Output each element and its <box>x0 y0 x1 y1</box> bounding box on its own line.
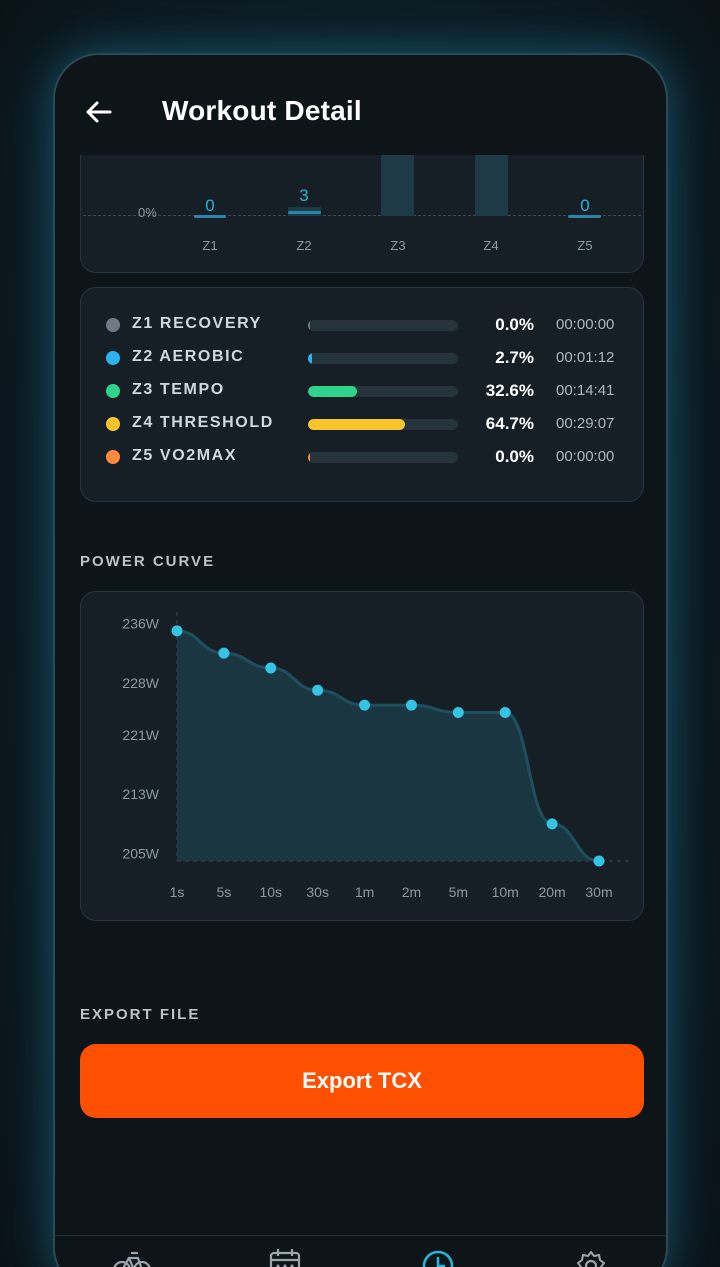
zone-time: 00:00:00 <box>556 316 615 333</box>
power-point-2m <box>405 699 417 711</box>
zone-tick-z2: Z2 <box>296 238 312 253</box>
zone-row-z3: Z3 TEMPO 32.6% 00:14:41 <box>81 376 643 406</box>
export-tcx-button[interactable]: Export TCX <box>80 1044 644 1118</box>
power-point-10m <box>499 707 511 719</box>
zone-percent: 64.7% <box>485 414 534 433</box>
zone-name: Z4 THRESHOLD <box>132 414 274 431</box>
zone-row-z1: Z1 RECOVERY 0.0% 00:00:00 <box>81 310 643 340</box>
zone-tick-z3: Z3 <box>390 238 406 253</box>
back-arrow-icon[interactable] <box>81 95 115 129</box>
zone-dot <box>106 351 120 365</box>
zone-name: Z3 TEMPO <box>132 381 225 398</box>
zone-bar-z5 <box>568 215 601 218</box>
zone-progress-fill <box>308 320 310 331</box>
zone-dot <box>106 417 120 431</box>
zone-progress-track <box>308 386 458 397</box>
power-curve-line <box>176 629 600 863</box>
power-curve-svg: 236W 228W 221W 213W 205W 1s 5s 10s 30s 1m 2m 5m 10m 2… <box>122 612 629 900</box>
gear-icon[interactable] <box>571 1244 611 1267</box>
y-tick-label: 213W <box>122 786 159 802</box>
bottom-nav <box>55 1235 666 1267</box>
power-point-1s <box>171 625 183 637</box>
zone-bar-value-z1: 0 <box>205 196 215 215</box>
zone-name: Z2 AEROBIC <box>132 348 245 365</box>
zone-progress-fill <box>308 353 313 364</box>
page-title: Workout Detail <box>162 95 362 126</box>
x-tick-label: 2m <box>402 884 421 900</box>
x-tick-label: 10s <box>259 884 282 900</box>
zone-percent: 32.6% <box>485 381 534 400</box>
zone-tick-z1: Z1 <box>202 238 218 253</box>
zone-percent: 0.0% <box>495 447 534 466</box>
zone-time: 00:29:07 <box>556 415 615 432</box>
x-tick-label: 1s <box>170 884 185 900</box>
zone-tick-z4: Z4 <box>483 238 499 253</box>
y-tick-label: 205W <box>122 846 159 862</box>
power-curve-label: POWER CURVE <box>80 553 216 570</box>
zone-progress-track <box>308 419 458 430</box>
x-tick-label: 5m <box>449 884 468 900</box>
zone-dot <box>106 450 120 464</box>
zone-name: Z1 RECOVERY <box>132 315 262 332</box>
power-point-30s <box>312 684 324 696</box>
power-point-10s <box>265 662 277 674</box>
zone-dot <box>106 318 120 332</box>
y-tick-label: 228W <box>122 675 159 691</box>
power-point-30m <box>593 855 605 867</box>
zero-percent-label: 0% <box>138 205 157 220</box>
zone-bar-value-z5: 0 <box>580 196 590 215</box>
power-point-20m <box>546 818 558 830</box>
x-tick-label: 5s <box>216 884 231 900</box>
power-point-1m <box>359 699 371 711</box>
zone-percent: 2.7% <box>495 348 534 367</box>
zone-progress-track <box>308 353 458 364</box>
y-tick-label: 221W <box>122 727 159 743</box>
app-header: Workout Detail <box>55 55 666 155</box>
zone-progress-fill <box>308 452 310 463</box>
zone-time: 00:00:00 <box>556 448 615 465</box>
x-tick-label: 20m <box>538 884 565 900</box>
zone-dot <box>106 384 120 398</box>
bike-icon[interactable] <box>112 1244 152 1267</box>
calendar-icon[interactable] <box>265 1244 305 1267</box>
zone-progress-track <box>308 452 458 463</box>
zone-progress-track <box>308 320 458 331</box>
zero-baseline <box>83 215 641 216</box>
x-tick-label: 10m <box>492 884 519 900</box>
zone-progress-fill <box>308 386 357 397</box>
zone-bar-value-z2: 3 <box>299 186 309 205</box>
zone-time: 00:01:12 <box>556 349 615 366</box>
x-tick-label: 30m <box>585 884 612 900</box>
x-tick-label: 30s <box>306 884 329 900</box>
power-point-5m <box>452 707 464 719</box>
x-tick-label: 1m <box>355 884 374 900</box>
power-curve-chart: 236W 228W 221W 213W 205W 1s 5s 10s 30s 1m 2m 5m 10m 2… <box>80 591 644 921</box>
power-point-5s <box>218 647 230 659</box>
power-curve-area <box>177 630 599 861</box>
export-file-label: EXPORT FILE <box>80 1006 201 1023</box>
zone-percent: 0.0% <box>495 315 534 334</box>
zone-bar-z2-top <box>288 211 321 214</box>
zone-row-z4: Z4 THRESHOLD 64.7% 00:29:07 <box>81 409 643 439</box>
history-clock-icon[interactable] <box>418 1244 458 1267</box>
phone-frame: 0% 0 3 0 Z1 Z2 Z3 Z4 Z5 Workout Detail <box>53 53 668 1267</box>
zone-time: 00:14:41 <box>556 382 615 399</box>
y-tick-label: 236W <box>122 615 159 631</box>
zone-bar-z1 <box>194 215 226 218</box>
zone-row-z2: Z2 AEROBIC 2.7% 00:01:12 <box>81 343 643 373</box>
zone-progress-fill <box>308 419 406 430</box>
zone-name: Z5 VO2MAX <box>132 447 238 464</box>
zone-row-z5: Z5 VO2MAX 0.0% 00:00:00 <box>81 442 643 472</box>
zone-breakdown-card: Z1 RECOVERY 0.0% 00:00:00 Z2 AEROBIC 2.7… <box>80 287 644 502</box>
zone-tick-z5: Z5 <box>577 238 593 253</box>
